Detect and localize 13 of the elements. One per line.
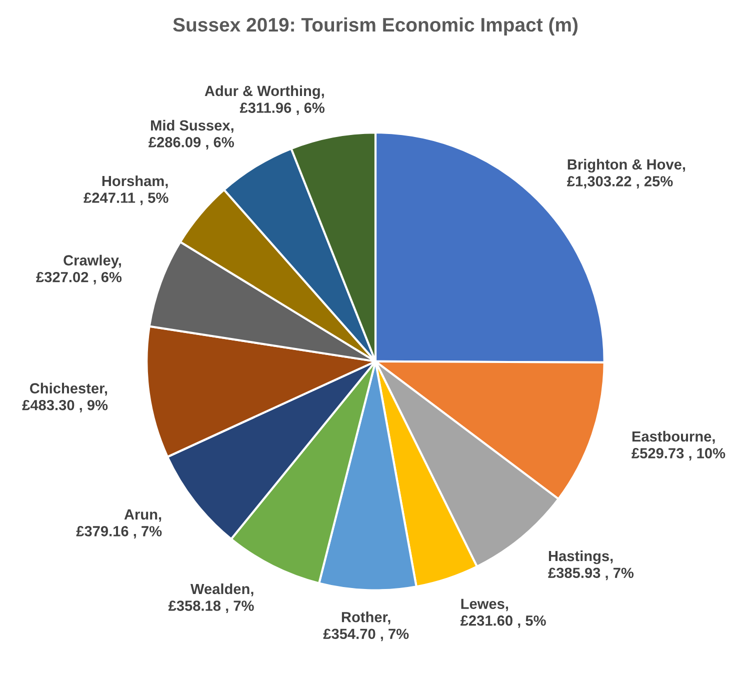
slice-label: Rother, £354.70 , 7%	[323, 612, 409, 642]
slice-label: Brighton & Hove, £1,303.22 , 25%	[567, 158, 686, 189]
slice-label: Mid Sussex, £286.09 , 6%	[148, 120, 234, 150]
slice-label: Wealden, £358.18 , 7%	[168, 583, 254, 614]
slice-label: Crawley, £327.02 , 6%	[36, 254, 122, 284]
slice-label: Chichester, £483.30 , 9%	[22, 382, 108, 412]
slice-label: Horsham, £247.11 , 5%	[84, 175, 168, 206]
slice-label: Hastings, £385.93 , 7%	[548, 550, 634, 580]
slice-label: Arun, £379.16 , 7%	[76, 509, 162, 538]
chart-title: Sussex 2019: Tourism Economic Impact (m)	[173, 17, 578, 36]
slice-label: Eastbourne, £529.73 , 10%	[632, 430, 726, 460]
slice-label: Lewes, £231.60 , 5%	[460, 598, 546, 628]
slice-label: Adur & Worthing, £311.96 , 6%	[204, 85, 324, 116]
